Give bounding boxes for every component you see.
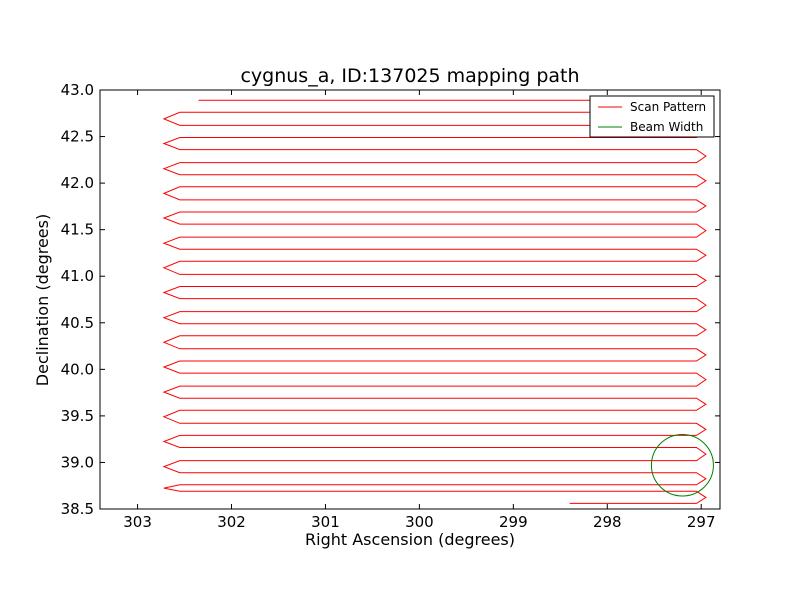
x-axis-label: Right Ascension (degrees): [305, 530, 515, 549]
y-tick-label: 41.0: [61, 267, 94, 285]
beam-width-circle: [650, 434, 714, 497]
x-tick-label: 302: [217, 513, 246, 531]
y-tick-label: 41.5: [61, 221, 94, 239]
legend-label-beam-width: Beam Width: [630, 120, 703, 134]
scan-pattern-line: [162, 99, 707, 504]
x-axis-ticks: 303 302 301 300 299 298 297: [123, 90, 716, 531]
x-tick-label: 301: [311, 513, 340, 531]
chart-title: cygnus_a, ID:137025 mapping path: [240, 65, 579, 87]
y-tick-label: 39.5: [61, 407, 94, 425]
x-tick-label: 303: [123, 513, 152, 531]
plot-area-data: [162, 99, 714, 504]
y-tick-label: 42.0: [61, 174, 94, 192]
y-tick-label: 40.5: [61, 314, 94, 332]
x-tick-label: 300: [405, 513, 434, 531]
y-tick-label: 38.5: [61, 500, 94, 518]
y-tick-label: 42.5: [61, 128, 94, 146]
y-axis-ticks: 38.5 39.0 39.5 40.0 40.5 41.0 41.5 42.0 42.5 43.0: [61, 81, 720, 518]
y-tick-label: 43.0: [61, 81, 94, 99]
x-tick-label: 297: [687, 513, 716, 531]
legend-label-scan-pattern: Scan Pattern: [630, 100, 706, 114]
y-axis-label: Declination (degrees): [33, 214, 52, 386]
plot-frame: [99, 89, 721, 510]
legend: Scan Pattern Beam Width: [589, 95, 715, 138]
y-tick-label: 39.0: [61, 453, 94, 471]
x-tick-label: 299: [499, 513, 528, 531]
legend-box: [589, 95, 715, 138]
y-tick-label: 40.0: [61, 360, 94, 378]
x-tick-label: 298: [593, 513, 622, 531]
